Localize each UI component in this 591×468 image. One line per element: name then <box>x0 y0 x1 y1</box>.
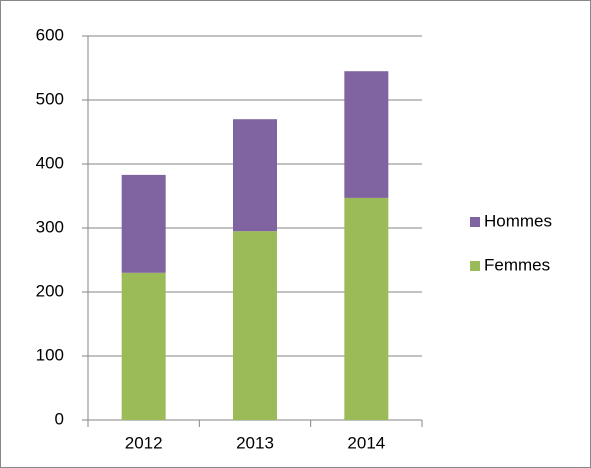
y-tick-label: 100 <box>36 345 64 364</box>
y-tick-label: 0 <box>55 409 64 428</box>
legend-swatch <box>470 217 480 227</box>
x-tick-label: 2014 <box>347 433 385 452</box>
bar-segment <box>121 174 166 273</box>
y-tick-label: 200 <box>36 281 64 300</box>
y-tick-label: 400 <box>36 153 64 172</box>
x-tick-label: 2013 <box>236 433 274 452</box>
bar-segment <box>233 231 277 420</box>
y-tick-label: 600 <box>36 25 64 44</box>
bar-segment <box>344 71 389 198</box>
x-tick-label: 2012 <box>125 433 163 452</box>
y-tick-label: 500 <box>36 89 64 108</box>
bar-segment <box>121 272 166 420</box>
bar-segment <box>344 197 389 420</box>
y-tick-label: 300 <box>36 217 64 236</box>
bar-segment <box>233 119 277 232</box>
legend-swatch <box>470 261 480 271</box>
legend-label: Femmes <box>484 255 550 274</box>
legend-label: Hommes <box>484 211 552 230</box>
